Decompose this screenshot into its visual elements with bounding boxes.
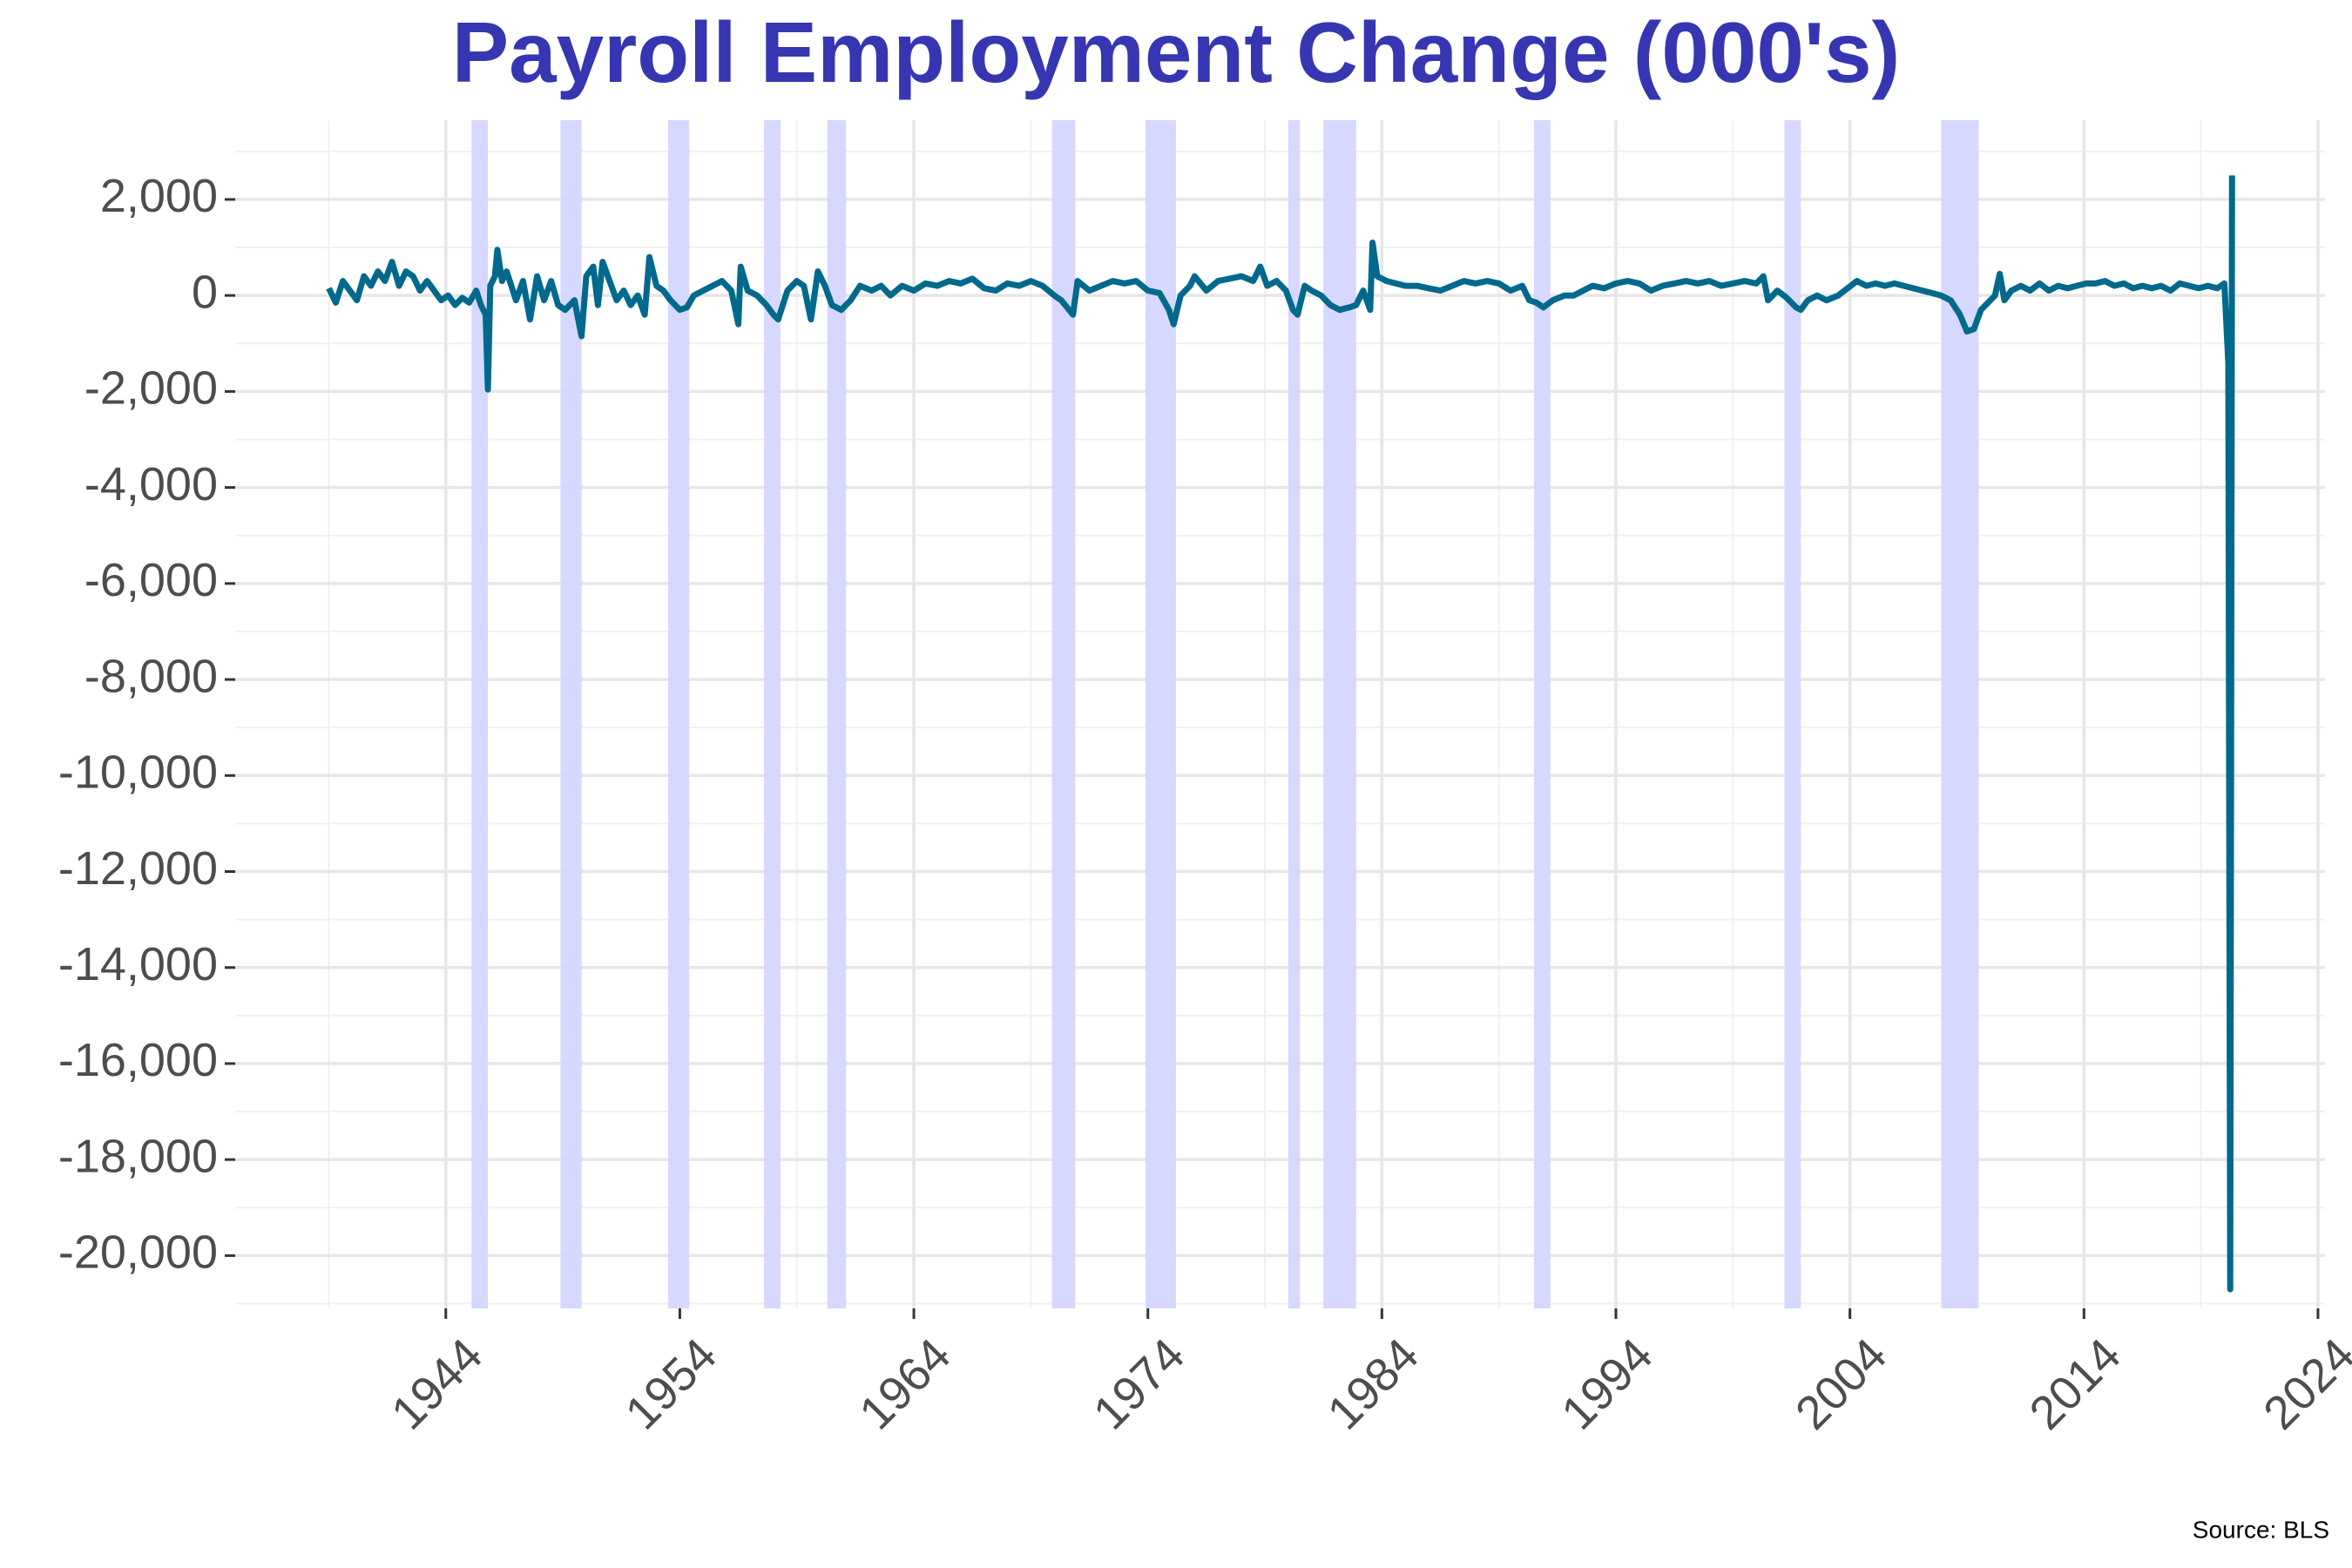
x-tick-label: 1974 [1084,1328,1194,1439]
y-tick-label: -12,000 [58,842,218,895]
y-tick-label: -18,000 [58,1130,218,1182]
recession-band [1533,120,1551,1308]
chart-title: Payroll Employment Change (000's) [452,4,1901,100]
x-tick-label: 1994 [1551,1328,1662,1439]
x-tick-label: 2004 [1786,1328,1896,1439]
series-line [326,175,2235,1293]
source-note: Source: BLS [2193,1516,2329,1543]
recession-band [827,120,847,1308]
y-tick-label: -8,000 [84,650,218,702]
y-tick-label: -10,000 [58,747,218,799]
recession-band [1051,120,1076,1308]
x-tick-label: 2024 [2254,1328,2352,1439]
y-tick-label: 2,000 [100,170,218,222]
y-tick-label: -2,000 [84,362,218,415]
recession-band [560,120,582,1308]
y-tick-label: -14,000 [58,938,218,990]
y-tick-label: -4,000 [84,458,218,510]
y-tick-label: -16,000 [58,1034,218,1086]
recession-band [764,120,781,1308]
x-tick-label: 1964 [849,1328,960,1439]
y-tick-label: -6,000 [84,554,218,606]
recession-band [667,120,690,1308]
recession-band [471,120,489,1308]
recession-band [1323,120,1356,1308]
recession-band [1288,120,1301,1308]
x-tick-label: 1954 [616,1328,727,1439]
x-tick-label: 1984 [1318,1328,1429,1439]
recession-band [1784,120,1801,1308]
y-tick-label: -20,000 [58,1227,218,1279]
x-tick-label: 1944 [382,1328,492,1439]
x-tick-label: 2014 [2020,1328,2131,1439]
y-tick-label: 0 [192,266,218,318]
